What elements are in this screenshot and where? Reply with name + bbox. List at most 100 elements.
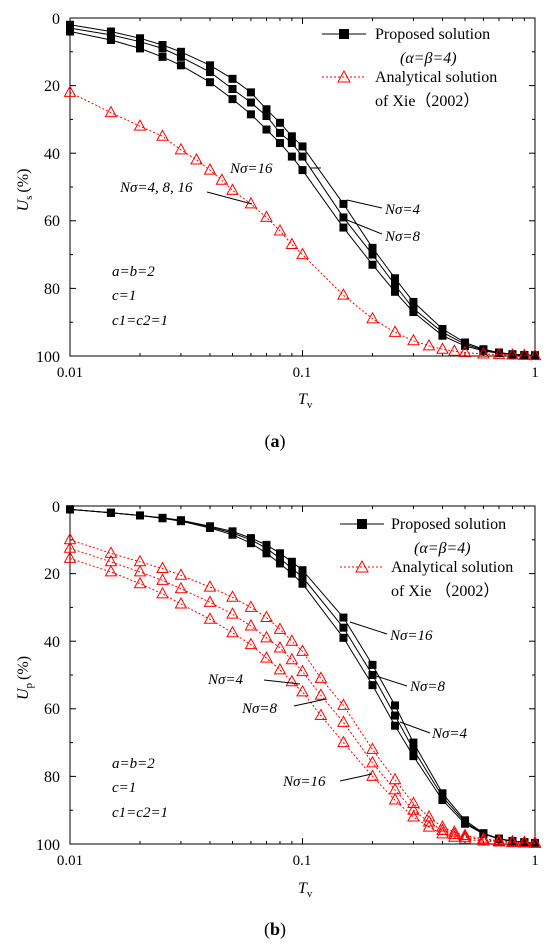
legend-label-proposed-params: (α=β=4) <box>414 540 471 557</box>
data-point-triangle <box>407 803 420 815</box>
x-axis-label-main: T <box>298 880 308 897</box>
annotations: Nσ=16 Nσ=8 Nσ=4 Nσ=4 Nσ=8 Nσ=16 <box>207 621 468 790</box>
data-point-triangle <box>458 345 472 358</box>
data-point-triangle <box>273 622 287 634</box>
data-point-triangle <box>285 237 299 249</box>
legend-marker-triangle <box>337 69 351 83</box>
data-point-triangle <box>244 600 258 612</box>
annotation-leader <box>339 773 373 782</box>
data-point-triangle <box>337 735 350 748</box>
data-point-square <box>275 549 284 558</box>
data-point-triangle <box>314 708 328 721</box>
y-tick-label: 20 <box>44 566 60 583</box>
data-point-square <box>298 579 307 588</box>
data-point-square <box>508 836 517 845</box>
data-point-triangle <box>436 820 449 832</box>
data-point-square <box>494 349 503 358</box>
data-point-square <box>287 152 296 161</box>
data-point-square <box>246 110 255 119</box>
data-point-square <box>479 346 488 355</box>
data-point-triangle <box>388 325 402 337</box>
data-point-square <box>391 274 400 283</box>
data-point-triangle <box>273 640 287 653</box>
data-point-square <box>298 166 307 175</box>
data-point-triangle <box>448 830 461 842</box>
data-point-triangle <box>133 576 147 589</box>
data-point-triangle <box>448 827 461 840</box>
data-point-triangle <box>244 637 258 650</box>
data-point-triangle <box>407 333 420 346</box>
annotation-label: Nσ=4, 8, 16 <box>119 180 193 196</box>
data-point-triangle <box>314 671 328 683</box>
data-point-triangle <box>226 590 239 602</box>
param-ab: a=b=2 <box>112 756 155 772</box>
data-point-triangle <box>260 210 273 222</box>
data-point-square <box>287 569 296 578</box>
data-point-triangle <box>203 612 217 624</box>
data-point-triangle <box>422 820 436 832</box>
panel-caption: (b) <box>264 919 286 940</box>
data-point-square <box>339 223 348 232</box>
x-axis-label-main: T <box>298 391 308 408</box>
data-point-triangle <box>388 782 402 795</box>
data-point-triangle <box>407 796 420 808</box>
data-point-square <box>275 128 284 137</box>
data-point-triangle <box>458 830 472 842</box>
data-point-triangle <box>366 742 379 754</box>
data-point-square <box>66 27 74 36</box>
data-point-square <box>368 660 377 669</box>
data-point-square <box>135 37 144 46</box>
data-point-triangle <box>492 347 506 360</box>
data-point-square <box>135 511 144 520</box>
annotation-label: Nσ=16 <box>229 161 273 177</box>
legend-label-proposed: Proposed solution <box>391 516 506 533</box>
legend-label-analytical-source: of Xie （2002） <box>391 582 499 600</box>
annotation-leader <box>399 721 431 734</box>
data-point-triangle <box>458 832 472 844</box>
panel-a: 0 20 40 60 80 100 0.01 0.1 1 Tv Us (%) Pr… <box>15 11 542 452</box>
data-point-square <box>391 721 400 730</box>
panel-caption-letter: b <box>270 919 280 939</box>
data-point-square <box>246 534 255 543</box>
data-point-square <box>135 44 144 53</box>
data-point-triangle <box>285 674 299 687</box>
data-point-triangle <box>273 662 287 675</box>
y-axis-label-unit: (%) <box>15 656 32 680</box>
data-point-triangle <box>156 561 169 574</box>
data-point-triangle <box>296 684 309 697</box>
param-c: c=1 <box>112 780 136 796</box>
data-point-square <box>246 98 255 107</box>
data-point-triangle <box>314 688 328 700</box>
data-point-triangle <box>226 183 239 195</box>
data-point-square <box>339 213 348 222</box>
y-axis-label: Up (%) <box>15 656 35 700</box>
data-point-square <box>368 260 377 269</box>
data-point-square <box>205 522 214 531</box>
annotation-label: Nσ=8 <box>241 701 278 717</box>
data-point-square <box>275 554 284 563</box>
data-point-triangle <box>174 596 188 609</box>
data-point-square <box>287 564 296 573</box>
annotation-label: Nσ=8 <box>384 229 421 245</box>
data-point-square <box>339 199 348 208</box>
series-line <box>69 91 536 357</box>
data-point-triangle <box>156 573 169 585</box>
data-point-triangle <box>528 836 542 848</box>
data-point-triangle <box>273 223 287 236</box>
data-point-square <box>262 105 271 114</box>
data-point-triangle <box>156 129 169 141</box>
data-point-square <box>339 633 348 642</box>
data-point-square <box>494 834 503 843</box>
data-point-triangle <box>296 644 309 656</box>
data-point-square <box>531 351 539 360</box>
data-point-square <box>287 139 296 148</box>
data-point-triangle <box>174 142 188 155</box>
data-point-square <box>438 331 447 340</box>
data-point-square <box>368 681 377 690</box>
y-axis-label-main: U <box>15 687 32 700</box>
data-point-triangle <box>190 152 203 165</box>
data-point-triangle <box>518 835 531 848</box>
y-axis-label-main: U <box>15 198 32 211</box>
x-tick-label: 0.01 <box>57 853 83 869</box>
data-point-triangle <box>506 347 519 360</box>
